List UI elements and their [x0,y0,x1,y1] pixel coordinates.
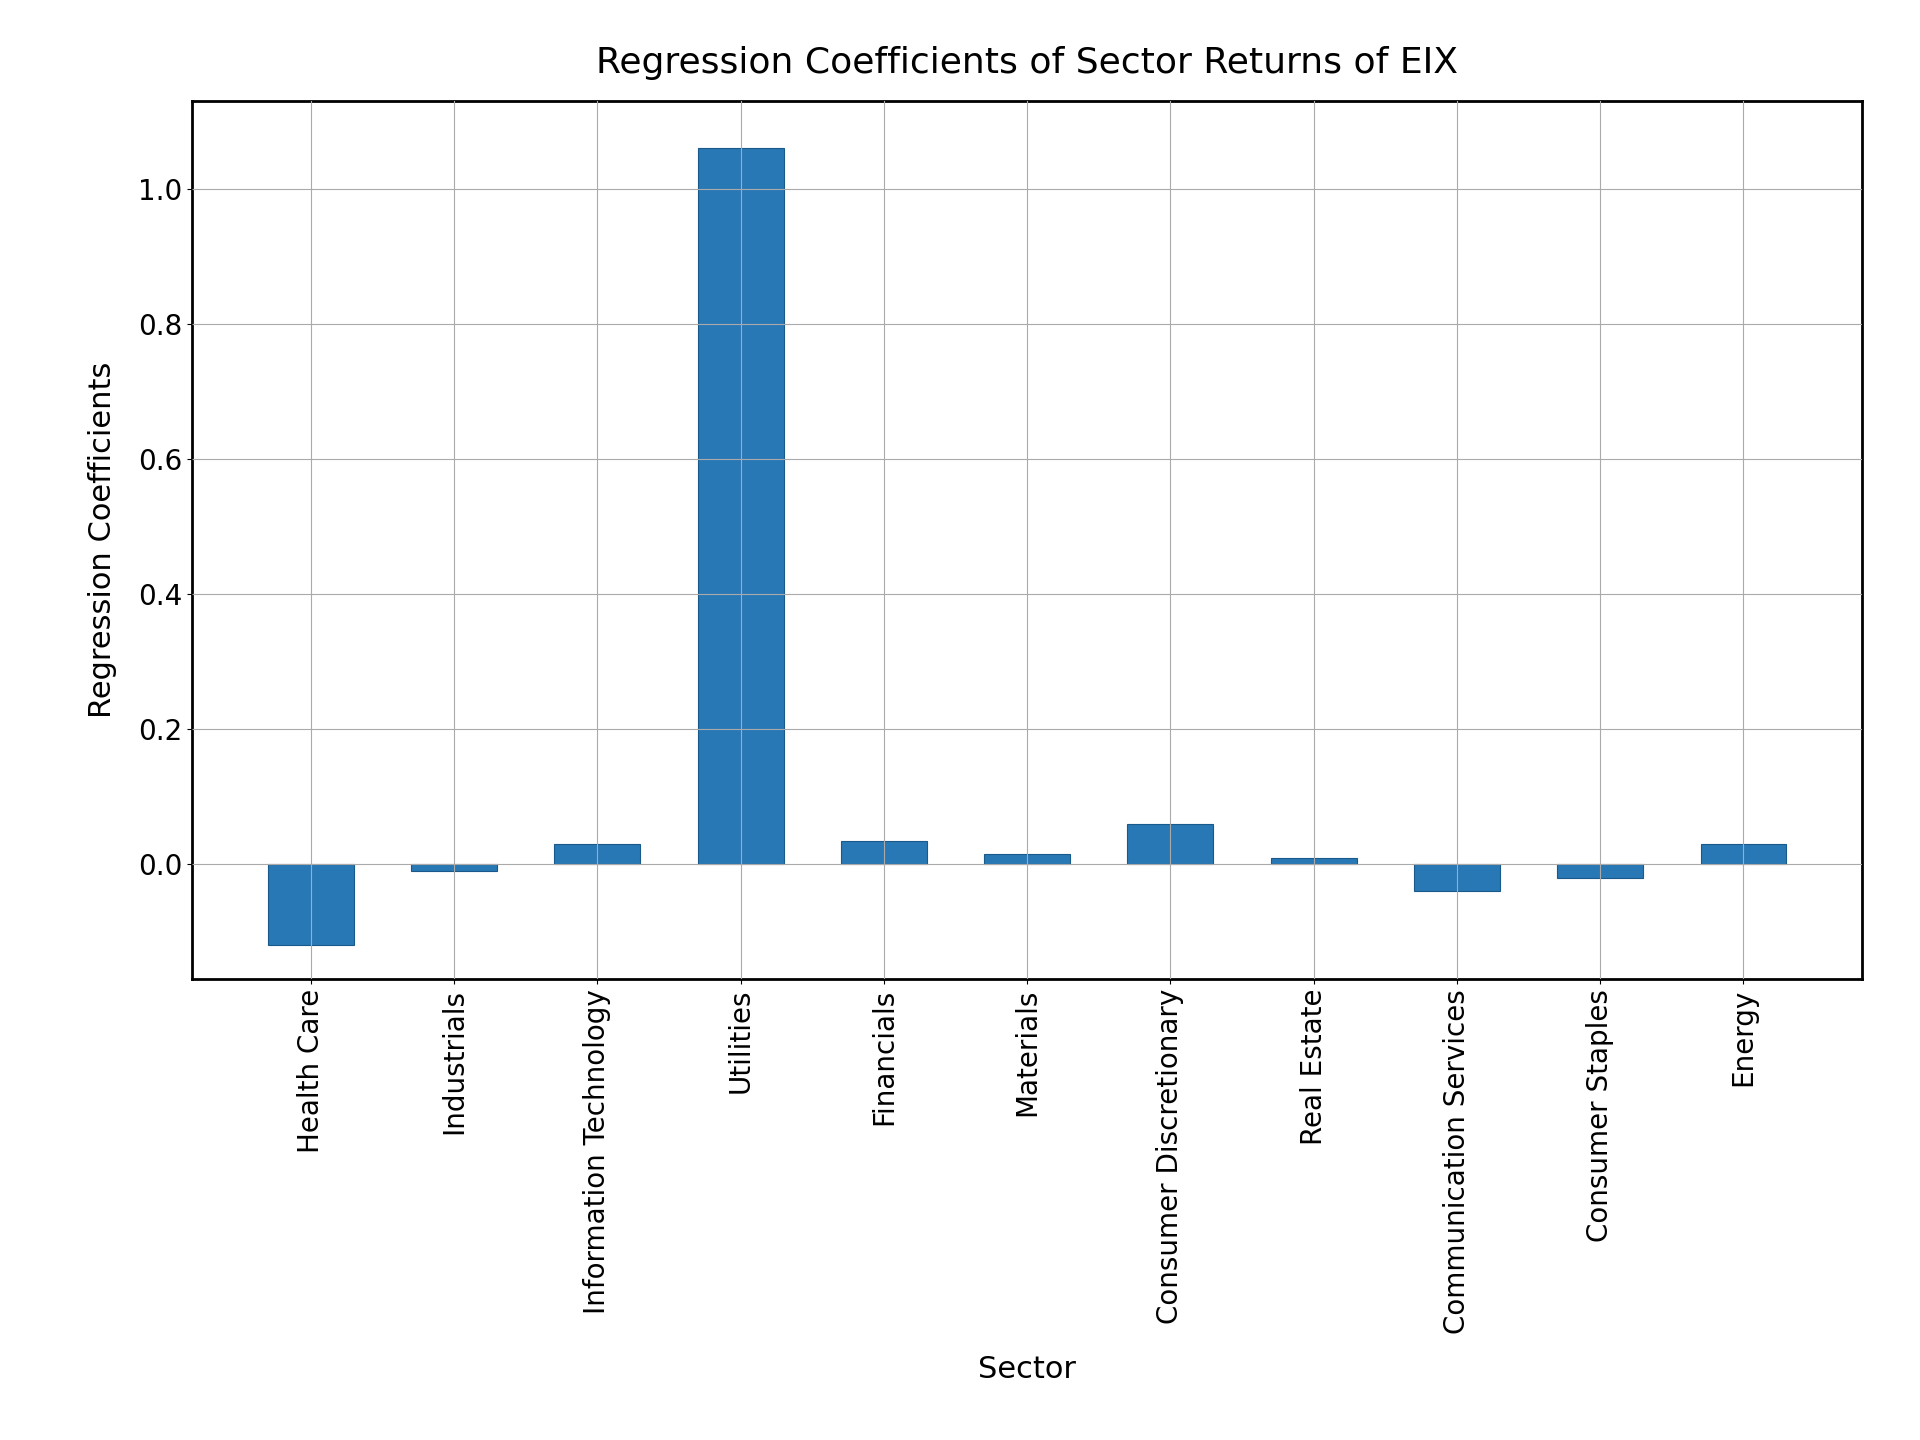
Bar [1127,824,1213,864]
Bar [1413,864,1500,891]
Bar [555,844,641,864]
Bar [411,864,497,871]
Title: Regression Coefficients of Sector Returns of EIX: Regression Coefficients of Sector Return… [597,46,1457,81]
Bar [269,864,353,946]
Bar [1557,864,1644,878]
Bar [697,148,783,864]
Bar [1701,844,1786,864]
Y-axis label: Regression Coefficients: Regression Coefficients [88,361,117,719]
X-axis label: Sector: Sector [977,1355,1077,1384]
Bar [985,854,1069,864]
Bar [841,841,927,864]
Bar [1271,858,1357,864]
